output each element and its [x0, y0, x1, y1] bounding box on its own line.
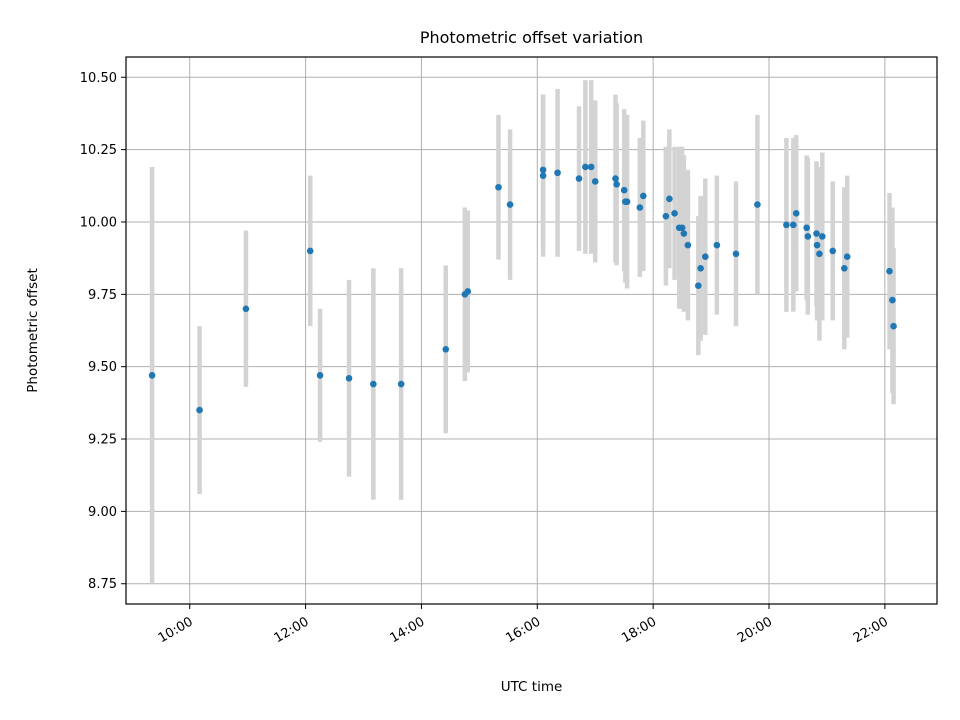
data-point — [591, 178, 599, 185]
x-tick-label: 12:00 — [272, 614, 312, 646]
data-point — [242, 305, 250, 313]
plot-frame — [125, 56, 938, 605]
data-point — [666, 195, 673, 203]
data-point — [495, 183, 502, 191]
data-point — [370, 380, 377, 388]
x-tick-label: 18:00 — [619, 614, 659, 646]
data-point — [829, 247, 837, 255]
x-tick-label: 22:00 — [851, 614, 891, 646]
data-point — [813, 230, 820, 237]
data-point — [695, 282, 702, 289]
y-tick-label: 9.50 — [88, 360, 117, 375]
data-point — [636, 204, 644, 211]
x-tick-label: 14:00 — [387, 614, 427, 646]
x-tick-label: 10:00 — [156, 614, 196, 646]
data-point — [732, 250, 740, 258]
data-point — [671, 209, 678, 217]
data-point — [816, 250, 823, 258]
data-point — [196, 406, 203, 414]
x-tick-label: 20:00 — [735, 614, 775, 646]
data-point — [754, 201, 761, 208]
data-point — [554, 169, 561, 177]
y-tick-label: 8.75 — [88, 577, 117, 592]
data-point — [640, 192, 647, 200]
data-point — [678, 224, 686, 232]
y-tick-label: 10.00 — [80, 215, 117, 230]
data-point — [813, 241, 821, 249]
data-point — [697, 264, 704, 272]
data-point — [442, 346, 450, 353]
x-tick-label: 16:00 — [503, 614, 543, 646]
data-point — [613, 181, 620, 188]
y-tick-label: 10.25 — [80, 143, 117, 158]
y-tick-label: 9.25 — [88, 433, 117, 448]
point-layer — [148, 163, 897, 414]
errorbar-layer — [149, 80, 896, 584]
chart-title: Photometric offset variation — [420, 28, 643, 47]
data-point — [316, 372, 324, 379]
data-point — [662, 212, 670, 220]
data-point — [792, 209, 800, 217]
data-point — [783, 221, 790, 229]
data-point — [464, 288, 472, 295]
data-point — [803, 224, 810, 232]
data-point — [890, 322, 897, 330]
data-point — [306, 247, 314, 255]
y-tick-label: 9.00 — [88, 505, 117, 520]
data-point — [701, 253, 709, 260]
data-point — [790, 221, 797, 229]
data-point — [397, 380, 405, 388]
data-point — [684, 241, 692, 249]
x-axis-label: UTC time — [501, 679, 563, 695]
data-point — [843, 253, 851, 260]
y-tick-label: 9.75 — [88, 288, 117, 303]
data-point — [587, 163, 595, 171]
data-point — [804, 233, 812, 240]
data-point — [680, 230, 688, 237]
data-point — [622, 198, 629, 206]
data-point — [539, 166, 547, 174]
data-point — [713, 241, 721, 249]
data-point — [539, 172, 547, 179]
data-point — [506, 201, 514, 208]
data-point — [612, 175, 619, 182]
grid-layer — [126, 57, 937, 604]
data-point — [620, 186, 628, 194]
data-point — [889, 296, 896, 304]
data-point — [886, 267, 893, 275]
data-point — [148, 372, 156, 379]
data-point — [575, 175, 583, 182]
y-axis-label: Photometric offset — [25, 268, 41, 392]
data-point — [582, 163, 589, 171]
data-point — [841, 264, 848, 272]
data-point — [345, 374, 353, 382]
data-point — [819, 233, 826, 240]
y-tick-label: 10.50 — [80, 71, 117, 86]
